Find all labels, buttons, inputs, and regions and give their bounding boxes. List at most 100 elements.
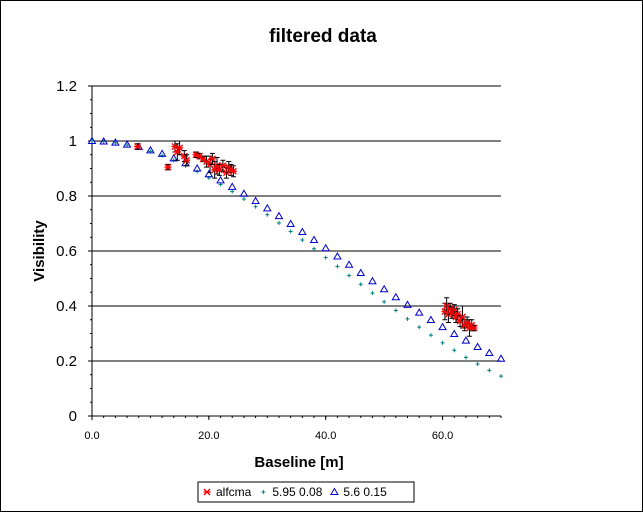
legend-marker [203,488,211,496]
data-point [496,354,506,362]
data-point [169,153,179,162]
data-point [227,182,237,190]
plot-area [87,136,506,379]
legend-label: alfcma [216,485,252,499]
data-point [146,145,155,154]
data-point [251,196,260,204]
data-point [393,308,398,313]
data-point [265,212,270,217]
data-point [426,315,436,324]
data-point [160,153,165,158]
legend-label: 5.95 0.08 [272,485,322,499]
data-point [309,235,319,243]
x-tick-label: 60.0 [432,430,453,442]
data-point [403,300,412,308]
data-point [379,284,389,293]
data-point [125,143,130,148]
data-point [312,246,317,251]
y-tick-label: 1.2 [56,78,77,95]
series-5-95-0-08 [90,139,503,379]
data-point [370,291,375,296]
data-point [204,169,214,178]
data-point [101,139,106,144]
data-point [323,255,328,260]
data-point [335,264,340,269]
x-tick-label: 0.0 [84,430,99,442]
data-point [356,268,366,276]
data-point [344,260,354,268]
data-point [113,140,118,145]
data-point [417,325,422,330]
legend-item: alfcma [203,485,252,499]
gridlines [92,85,501,362]
legend-item: 5.6 0.15 [330,485,387,499]
legend: alfcma 5.95 0.08 5.6 0.15 [197,481,415,503]
data-point [216,175,225,184]
data-point [321,243,331,252]
x-tick-label: 20.0 [198,430,219,442]
data-point [333,252,342,260]
data-point [487,368,492,373]
y-tick-label: 0.2 [56,353,77,370]
data-point [428,333,433,338]
data-point [449,329,459,338]
data-point [253,204,258,209]
data-point [297,227,307,236]
data-point [229,167,237,175]
data-point [183,156,191,164]
data-point [286,219,296,228]
legend-marker [330,487,339,495]
legend-label: 5.6 0.15 [343,485,387,499]
data-point [461,336,471,344]
y-axis-title: Visibility [31,220,48,282]
data-point [405,316,410,321]
data-point [440,340,445,345]
data-point [484,348,494,357]
data-point [99,137,109,145]
data-point [192,164,202,172]
data-point [230,189,235,194]
data-point [157,149,167,157]
data-point [368,276,377,285]
data-point [499,374,503,379]
data-point [463,355,468,360]
data-point [276,220,281,225]
data-point [208,155,216,163]
y-tick-label: 1 [69,133,77,150]
series-alfcma [134,140,478,337]
data-point [414,308,424,316]
data-point [288,229,293,234]
y-tick-label: 0.8 [56,188,77,205]
data-point [219,162,227,170]
data-point [239,189,249,197]
data-point [438,322,447,331]
data-point [475,362,480,367]
data-point [452,348,457,353]
data-point [176,144,184,152]
data-point [300,238,305,242]
data-point [470,324,478,332]
data-point [87,136,97,144]
data-point [382,299,387,304]
data-point [391,292,401,301]
y-tick-label: 0 [69,408,77,425]
data-point [195,169,200,174]
chart-title: filtered data [269,26,377,47]
x-axis-title: Baseline [m] [254,454,343,471]
data-point [122,140,132,148]
data-point [90,139,94,143]
legend-box [197,481,415,503]
y-tick-label: 0.4 [56,298,77,315]
data-point [473,342,482,350]
data-point [262,203,272,212]
y-tick-label: 0.6 [56,243,77,260]
legend-marker [261,490,266,494]
data-point [274,211,284,220]
data-point [347,273,352,278]
axes: 0 0.2 0.4 0.6 0.8 1 1.2 0.0 20.0 40.0 60.0 [56,78,502,442]
legend-item: 5.95 0.08 [261,485,323,499]
data-point [164,163,172,171]
data-point [134,143,142,150]
